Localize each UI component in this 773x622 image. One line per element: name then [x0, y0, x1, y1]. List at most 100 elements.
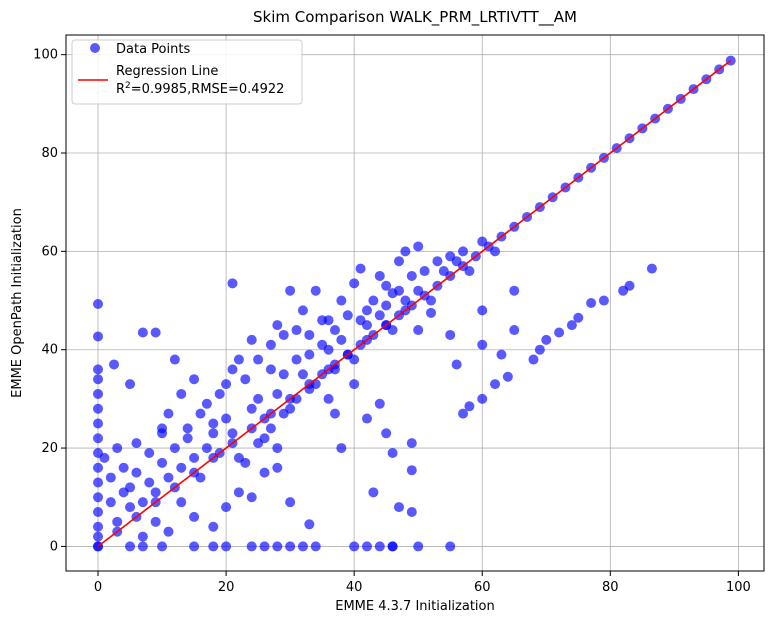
data-point — [176, 462, 187, 473]
data-point — [246, 492, 257, 503]
data-point — [144, 447, 155, 458]
data-point — [189, 511, 200, 522]
data-point — [131, 467, 142, 478]
data-point — [93, 331, 104, 342]
data-point — [381, 300, 392, 311]
data-point — [259, 467, 270, 478]
data-point — [182, 433, 193, 444]
data-point — [304, 349, 315, 360]
data-point — [477, 236, 488, 247]
data-point — [285, 403, 296, 414]
data-point — [208, 418, 219, 429]
data-point — [221, 502, 232, 513]
data-point — [432, 256, 443, 267]
data-point — [509, 325, 520, 336]
data-point — [393, 502, 404, 513]
data-point — [144, 477, 155, 488]
x-tick-label: 0 — [94, 580, 102, 595]
data-point — [502, 371, 513, 382]
data-point — [246, 334, 257, 345]
x-tick-label: 100 — [726, 580, 751, 595]
data-point — [195, 408, 206, 419]
data-point — [208, 541, 219, 552]
data-point — [208, 428, 219, 439]
y-tick-label: 40 — [41, 343, 58, 358]
data-point — [361, 541, 372, 552]
data-point — [109, 359, 120, 370]
data-point — [137, 497, 148, 508]
data-point — [304, 519, 315, 530]
data-point — [208, 521, 219, 532]
data-point — [297, 305, 308, 316]
data-point — [93, 433, 104, 444]
data-point — [374, 398, 385, 409]
data-point — [285, 285, 296, 296]
data-point — [477, 305, 488, 316]
data-point — [323, 344, 334, 355]
regression-line-layer — [97, 59, 732, 548]
data-point — [221, 413, 232, 424]
data-point — [150, 487, 161, 498]
data-point — [201, 443, 212, 454]
data-point — [163, 408, 174, 419]
data-point — [509, 285, 520, 296]
data-point — [349, 278, 360, 289]
data-point — [361, 305, 372, 316]
legend-label-stats: R2=0.9985,RMSE=0.4922 — [116, 81, 284, 97]
data-point — [624, 280, 635, 291]
data-point — [477, 393, 488, 404]
data-point — [227, 278, 238, 289]
data-point — [336, 443, 347, 454]
data-point — [387, 541, 398, 552]
data-point — [233, 452, 244, 463]
data-point — [157, 541, 168, 552]
data-point — [93, 506, 104, 517]
data-point — [189, 452, 200, 463]
data-point — [323, 393, 334, 404]
data-point — [169, 354, 180, 365]
data-point — [355, 263, 366, 274]
legend: Data Points Regression Line R2=0.9985,RM… — [71, 39, 303, 105]
data-point — [413, 285, 424, 296]
data-point — [201, 398, 212, 409]
data-point — [406, 465, 417, 476]
data-point — [400, 295, 411, 306]
data-point — [246, 541, 257, 552]
data-point — [451, 359, 462, 370]
x-tick-label: 20 — [218, 580, 235, 595]
data-point — [554, 327, 565, 338]
data-point — [329, 408, 340, 419]
x-axis-label: EMME 4.3.7 Initialization — [335, 599, 494, 614]
data-point — [93, 388, 104, 399]
data-point — [368, 487, 379, 498]
data-point — [285, 497, 296, 508]
data-point — [253, 354, 264, 365]
data-point — [272, 462, 283, 473]
data-point — [272, 320, 283, 331]
data-point — [413, 541, 424, 552]
data-point — [259, 541, 270, 552]
data-point — [272, 443, 283, 454]
data-point — [310, 541, 321, 552]
data-point — [458, 246, 469, 257]
data-point — [573, 312, 584, 323]
data-point — [278, 329, 289, 340]
data-point — [93, 531, 104, 542]
data-point — [105, 497, 116, 508]
data-point — [490, 379, 501, 390]
data-point — [137, 327, 148, 338]
data-point — [349, 541, 360, 552]
data-point — [458, 408, 469, 419]
legend-marker-points — [90, 43, 100, 53]
data-point — [285, 541, 296, 552]
data-point — [566, 320, 577, 331]
data-point — [176, 497, 187, 508]
data-point — [387, 325, 398, 336]
data-point — [534, 344, 545, 355]
data-point — [374, 541, 385, 552]
x-tick-label: 40 — [346, 580, 363, 595]
data-point — [93, 403, 104, 414]
data-point — [445, 251, 456, 262]
data-point — [406, 270, 417, 281]
data-point — [272, 388, 283, 399]
